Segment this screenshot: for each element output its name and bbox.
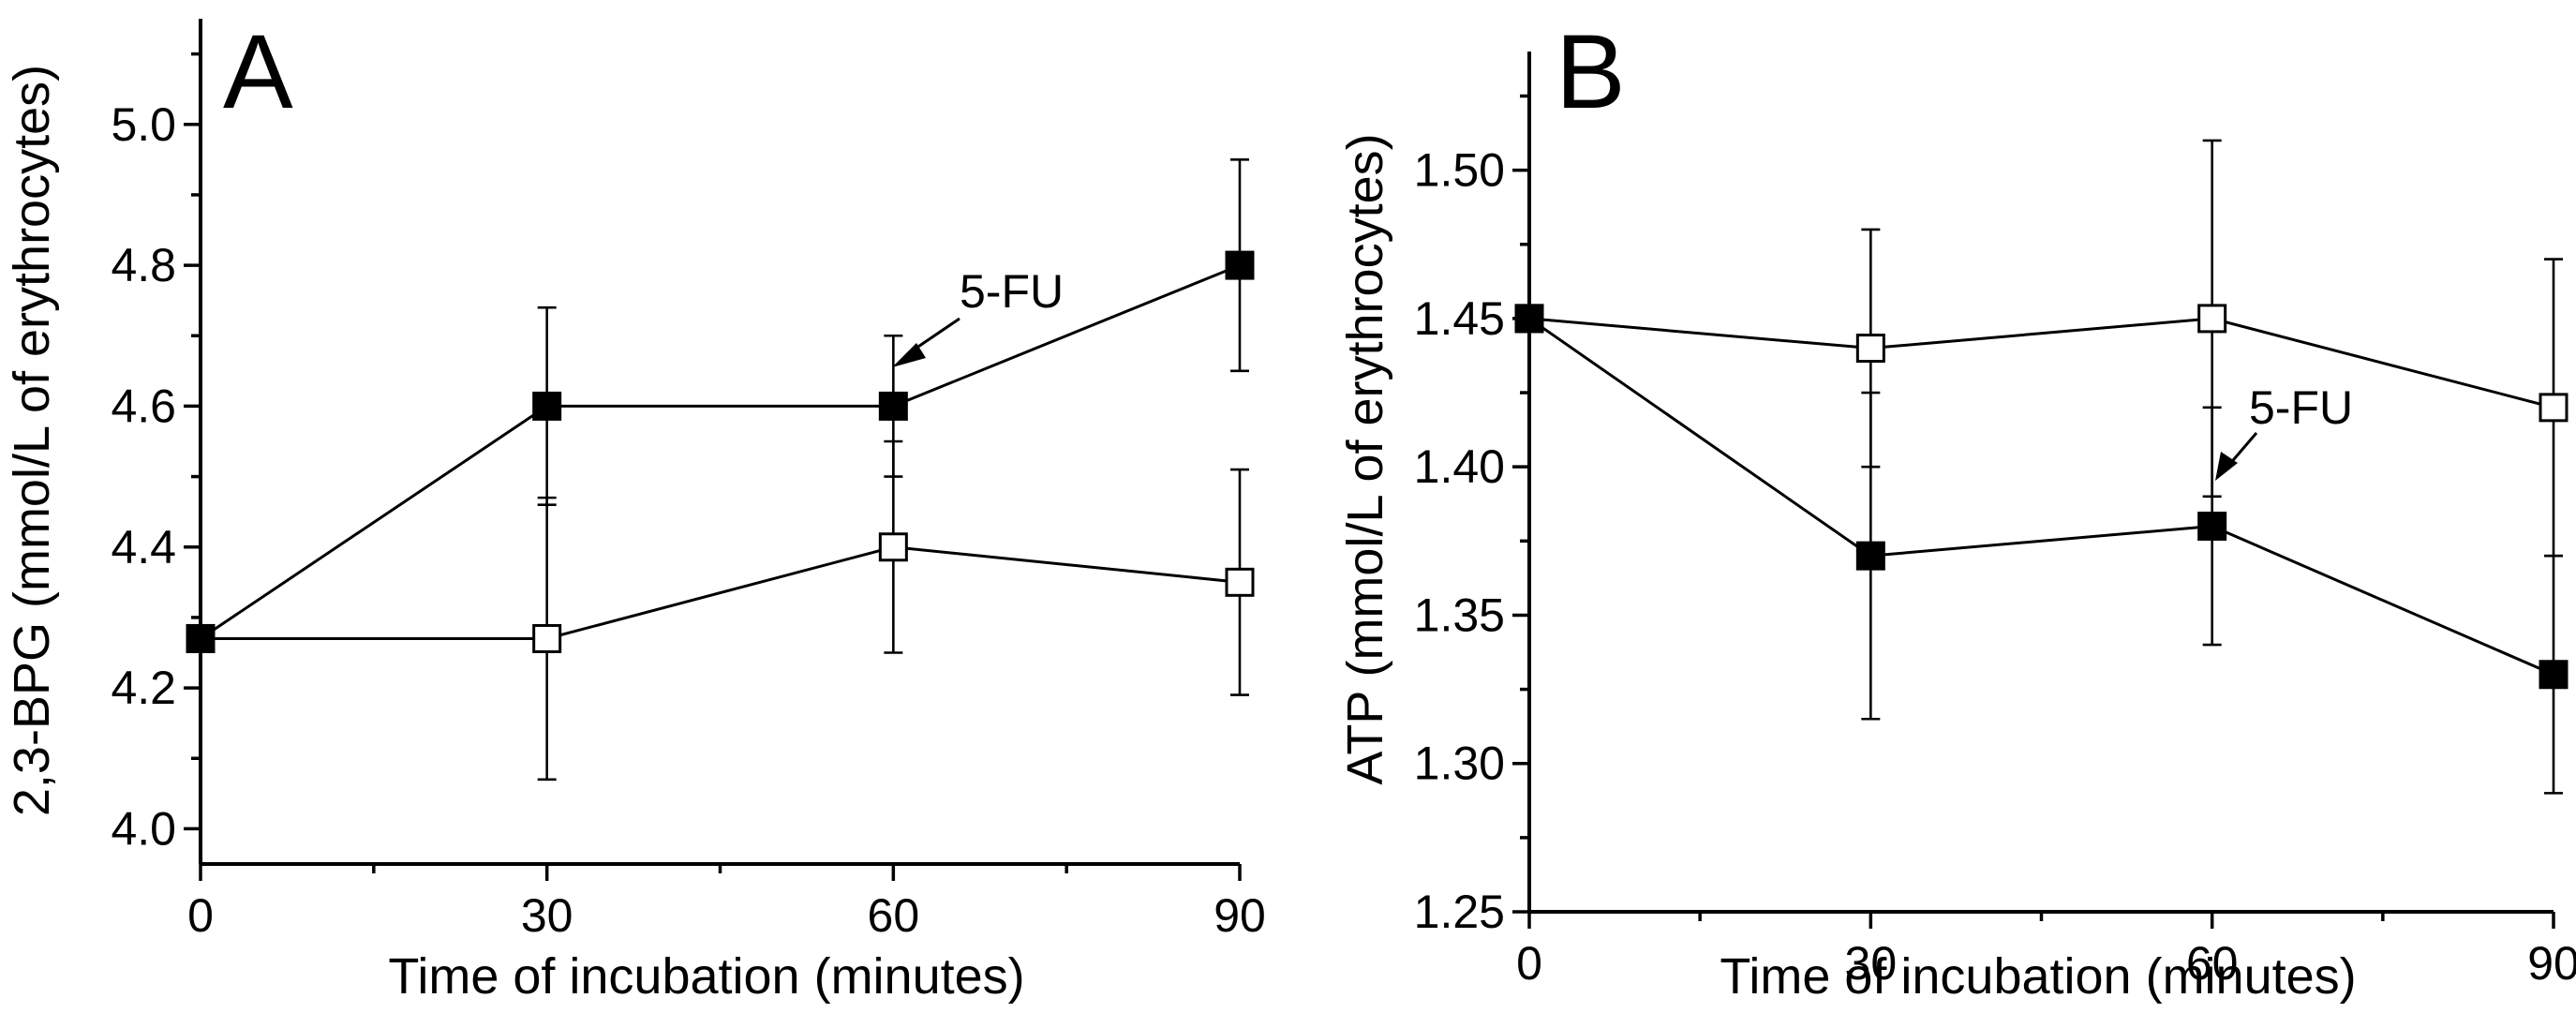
panel-b-x-tick-label: 30 xyxy=(1845,937,1898,990)
panel-b-annotation-label: 5-FU xyxy=(2249,381,2353,434)
panel-b-marker-filled xyxy=(2539,660,2569,690)
panel-a-marker-open xyxy=(532,623,562,653)
panel-b-series-line-5-FU xyxy=(1528,317,2554,677)
panel-a: A 0 30 60 90 4.0 4.2 4.4 4.6 4.8 5.0 Time of incu… xyxy=(4,13,1266,1005)
panel-b-marker-filled xyxy=(1855,541,1885,571)
panel-b-series-line-control xyxy=(1528,317,2554,410)
panel-a-marker-open xyxy=(878,532,908,562)
panel-b-x-tick-label: 0 xyxy=(1516,937,1542,990)
panel-b-annotation-arrowhead xyxy=(2215,452,2238,481)
panel-b-marker-open xyxy=(1855,334,1885,364)
panel-a-x-tick-label: 0 xyxy=(187,889,214,942)
panel-b-x-tick-label: 90 xyxy=(2527,937,2576,990)
panel-b-y-tick-label: 1.45 xyxy=(1414,292,1505,345)
panel-a-annotation: 5-FU xyxy=(892,265,1064,367)
panel-b-x-axis-title: Time of incubation (minutes) xyxy=(1720,948,2356,1005)
panel-a-x-tick-label: 30 xyxy=(521,889,573,942)
panel-a-y-tick-label: 4.4 xyxy=(111,521,176,574)
panel-b-y-tick-label: 1.25 xyxy=(1414,886,1505,938)
panel-a-y-tick-label: 4.6 xyxy=(111,380,176,432)
panel-b-x-tick-label: 60 xyxy=(2186,937,2239,990)
panel-a-series-line-control xyxy=(201,545,1241,640)
panel-a-letter: A xyxy=(223,13,293,130)
panel-a-marker-filled xyxy=(186,623,216,653)
panel-a-marker-filled xyxy=(532,391,562,421)
panel-a-y-tick-label: 4.0 xyxy=(111,802,176,855)
panel-a-y-tick-label: 5.0 xyxy=(111,98,176,151)
panel-a-y-tick-label: 4.8 xyxy=(111,239,176,291)
panel-b-marker-filled xyxy=(1514,304,1544,334)
panel-b-marker-open xyxy=(2197,304,2227,334)
panel-b-y-tick-label: 1.40 xyxy=(1414,440,1505,493)
panel-b-y-tick-label: 1.50 xyxy=(1414,144,1505,197)
panel-b: B 0 30 60 90 1.25 1.30 1.35 1.40 1.45 1.50 Time o… xyxy=(1337,13,2576,1005)
panel-b-letter: B xyxy=(1556,13,1626,130)
panel-b-annotation: 5-FU xyxy=(2215,381,2353,481)
panel-a-marker-filled xyxy=(878,391,908,421)
panel-a-series-line-5-FU xyxy=(200,263,1241,640)
panel-a-annotation-arrowhead xyxy=(892,343,926,367)
panel-b-y-tick-label: 1.35 xyxy=(1414,588,1505,641)
panel-a-marker-filled xyxy=(1225,250,1255,280)
panel-a-y-tick-label: 4.2 xyxy=(111,662,176,714)
panel-a-y-axis-title: 2,3-BPG (mmol/L of erythrocytes) xyxy=(4,65,60,816)
panel-b-y-axis-title: ATP (mmol/L of erythrocytes) xyxy=(1337,133,1393,784)
panel-a-x-tick-label: 90 xyxy=(1214,889,1266,942)
panel-a-x-tick-label: 60 xyxy=(868,889,920,942)
panel-b-marker-filled xyxy=(2197,511,2227,541)
panel-b-marker-open xyxy=(2539,393,2569,423)
panel-a-marker-open xyxy=(1225,567,1255,597)
panel-b-y-tick-label: 1.30 xyxy=(1414,737,1505,790)
panel-a-x-axis-title: Time of incubation (minutes) xyxy=(388,948,1024,1005)
panel-a-annotation-label: 5-FU xyxy=(960,265,1064,318)
